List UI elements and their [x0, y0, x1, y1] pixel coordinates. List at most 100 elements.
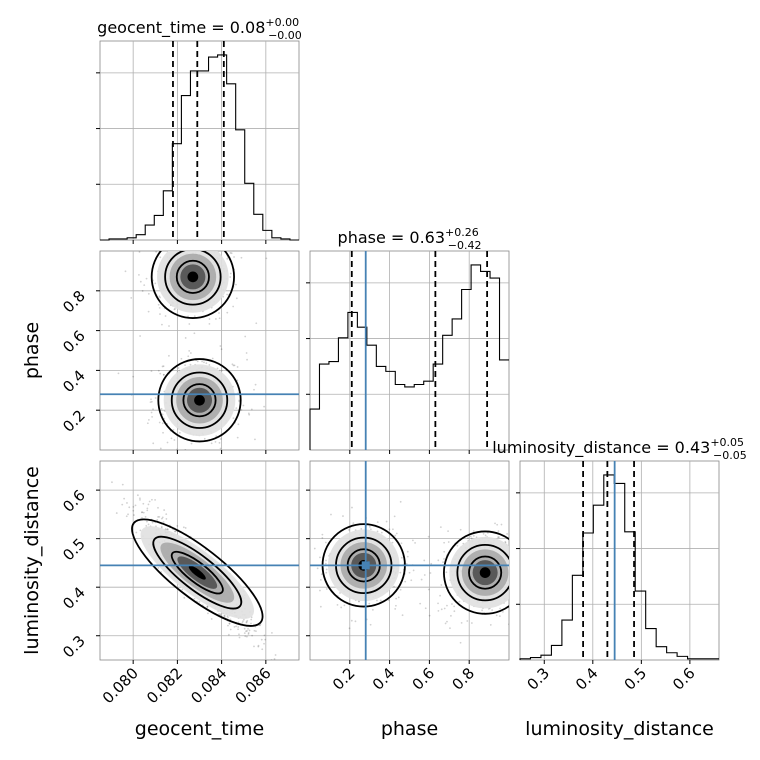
scatter-point	[158, 295, 161, 298]
scatter-point	[141, 290, 144, 292]
joint-panel-phase-luminosity_distance	[306, 460, 520, 664]
density-shade	[188, 565, 206, 580]
scatter-point	[121, 483, 124, 486]
y-tick-label: 0.8	[59, 287, 89, 317]
scatter-point	[399, 500, 402, 503]
scatter-point	[226, 615, 229, 618]
scatter-point	[223, 245, 225, 247]
scatter-point	[155, 251, 158, 253]
scatter-point	[466, 537, 469, 540]
scatter-point	[150, 411, 153, 414]
scatter-point	[197, 246, 199, 248]
scatter-point	[439, 594, 441, 597]
contour-line	[170, 371, 229, 429]
scatter-point	[193, 332, 196, 335]
scatter-point	[481, 609, 484, 612]
scatter-point	[423, 559, 426, 562]
scatter-point	[484, 534, 487, 537]
scatter-point	[232, 305, 235, 308]
scatter-point	[173, 439, 176, 441]
scatter-point	[187, 355, 190, 358]
scatter-point	[243, 627, 246, 630]
scatter-point	[443, 541, 446, 544]
scatter-point	[162, 521, 165, 523]
scatter-point	[513, 588, 515, 590]
x-tick-label: 0.5	[621, 664, 651, 694]
scatter-point	[451, 603, 453, 605]
scatter-point	[246, 619, 249, 622]
scatter-point	[215, 435, 218, 438]
scatter-point	[218, 317, 221, 320]
scatter-point	[156, 519, 159, 521]
scatter-point	[163, 509, 166, 511]
scatter-point	[161, 422, 164, 425]
scatter-point	[397, 596, 400, 599]
scatter-point	[188, 242, 190, 244]
scatter-point	[143, 284, 146, 287]
scatter-point	[515, 586, 517, 588]
scatter-point	[446, 620, 448, 623]
scatter-point	[227, 243, 229, 245]
scatter-point	[189, 363, 192, 366]
scatter-point	[439, 526, 442, 529]
scatter-point	[511, 570, 513, 572]
x-axis-label: phase	[381, 718, 438, 740]
scatter-point	[470, 537, 473, 540]
scatter-point	[147, 523, 150, 526]
scatter-point	[184, 337, 187, 339]
scatter-point	[518, 566, 520, 568]
scatter-point	[497, 530, 500, 532]
scatter-point	[157, 516, 159, 518]
scatter-point	[265, 257, 268, 260]
scatter-point	[497, 536, 499, 539]
scatter-point	[219, 345, 222, 347]
scatter-point	[218, 312, 220, 314]
scatter-point	[494, 522, 496, 525]
scatter-point	[226, 311, 229, 314]
scatter-point	[324, 562, 327, 565]
scatter-point	[161, 516, 164, 519]
scatter-point	[150, 400, 153, 403]
scatter-point	[237, 423, 240, 426]
scatter-point	[459, 528, 462, 531]
scatter-point	[176, 448, 178, 450]
scatter-point	[201, 360, 204, 363]
scatter-point	[394, 608, 397, 610]
scatter-point	[150, 249, 152, 251]
scatter-point	[89, 462, 91, 464]
scatter-point	[142, 511, 145, 514]
scatter-point	[139, 280, 142, 283]
scatter-point	[219, 613, 222, 616]
scatter-point	[343, 604, 346, 607]
scatter-point	[348, 529, 350, 531]
scatter-point	[232, 417, 235, 420]
contour-line	[152, 535, 243, 610]
scatter-point	[207, 612, 209, 615]
scatter-point	[319, 578, 322, 581]
scatter-point	[133, 514, 135, 516]
scatter-point	[144, 515, 147, 518]
scatter-point	[321, 536, 324, 539]
scatter-point	[210, 618, 213, 620]
scatter-point	[470, 622, 473, 624]
scatter-point	[229, 252, 232, 254]
scatter-point	[162, 374, 165, 376]
scatter-point	[255, 630, 257, 633]
scatter-point	[248, 413, 251, 416]
scatter-point	[307, 571, 309, 573]
scatter-point	[168, 325, 170, 327]
contour-line	[131, 518, 264, 627]
truth-marker	[361, 561, 370, 570]
scatter-point	[170, 437, 173, 440]
scatter-point	[226, 293, 228, 296]
scatter-point	[500, 523, 503, 526]
scatter-point	[196, 244, 198, 246]
scatter-point	[271, 631, 273, 634]
scatter-point	[229, 618, 232, 621]
scatter-point	[319, 556, 321, 559]
y-tick-label: 0.4	[59, 583, 89, 613]
scatter-point	[414, 542, 416, 544]
scatter-point	[243, 632, 246, 635]
scatter-point	[178, 431, 181, 434]
scatter-point	[237, 621, 240, 624]
